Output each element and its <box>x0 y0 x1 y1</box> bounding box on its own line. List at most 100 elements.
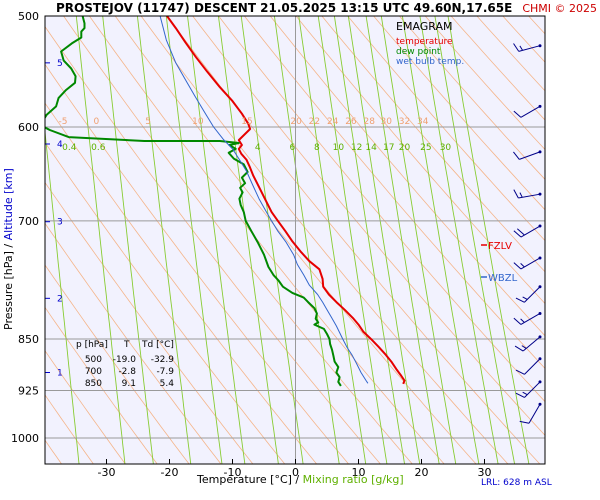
y-axis-label-altitude: Altitude [km] <box>2 168 15 240</box>
legend-dewpoint: dew point <box>396 47 441 57</box>
wind-barb-flag <box>513 230 522 238</box>
mixing-ratio-lines <box>45 16 530 464</box>
mixing-ratio-label: 25 <box>420 143 431 153</box>
wind-barb-flag <box>513 189 519 199</box>
wind-barb-flag <box>513 110 522 118</box>
mixing-ratio-line <box>365 16 440 464</box>
wind-barb-base <box>538 357 542 361</box>
wind-barb-base <box>538 104 542 108</box>
table-row-2-t: -2.8 <box>118 367 136 377</box>
wind-barb-base <box>538 335 542 339</box>
pressure-tick-label: 850 <box>18 333 39 346</box>
wind-barb <box>513 150 542 160</box>
dry-adiabats <box>45 16 545 464</box>
dry-adiabat-line <box>347 16 545 242</box>
dry-adiabat-line <box>321 16 545 273</box>
x-axis-label-temperature: Temperature [°C] / <box>196 473 299 486</box>
table-row-1-t: -19.0 <box>113 355 137 365</box>
dry-adiabat-label: 0 <box>94 117 100 127</box>
wind-barb-flag <box>513 317 522 325</box>
temperature-tick-label: 0 <box>292 466 299 479</box>
altitude-tick-label: 4 <box>57 140 63 150</box>
legend-wetbulb: wet bulb temp. <box>396 57 464 67</box>
dry-adiabat-label: 28 <box>363 117 375 127</box>
temperature-tick-label: -20 <box>161 466 179 479</box>
dry-adiabat-line <box>218 16 545 403</box>
dry-adiabat-label: 26 <box>345 117 357 127</box>
altitude-tick-label: 3 <box>57 218 63 228</box>
mixing-ratio-line <box>401 16 480 464</box>
temperature-tick-label: 20 <box>415 466 429 479</box>
wbzl-label: WBZL <box>488 273 518 284</box>
dry-adiabat-line <box>295 16 545 305</box>
wind-barb-staff <box>519 151 541 160</box>
wind-barb-halfflag <box>520 263 525 268</box>
level-markers: FZLV WBZL <box>481 241 518 284</box>
dry-adiabat-line <box>45 181 254 464</box>
pressure-tick-label: 925 <box>18 385 39 398</box>
temperature-tick-label: 30 <box>478 466 492 479</box>
mixing-ratio-label: 0.4 <box>62 143 77 153</box>
dry-adiabat-line <box>140 16 509 464</box>
mixing-ratio-label: 30 <box>440 143 452 153</box>
wind-barb-flag <box>513 151 520 160</box>
legend-title: EMAGRAM <box>396 20 453 33</box>
wind-barb-base <box>538 311 542 315</box>
wind-barb-flag <box>513 262 522 270</box>
dry-adiabat-line <box>45 264 190 464</box>
wind-barb <box>515 380 542 398</box>
dry-adiabat-line <box>192 16 545 436</box>
lrl-label: LRL: 628 m ASL <box>481 478 552 488</box>
wind-barb-flag <box>513 43 520 52</box>
dry-adiabat-line <box>45 394 94 464</box>
altitude-tick-label: 2 <box>57 294 63 304</box>
plot-frame <box>44 15 546 465</box>
x-axis-label-mixing: Mixing ratio [g/kg] <box>303 473 404 486</box>
dry-adiabat-label: 30 <box>380 117 392 127</box>
mixing-ratio-label: 8 <box>314 143 320 153</box>
dry-adiabat-label: 22 <box>309 117 320 127</box>
dry-adiabat-line <box>114 16 477 464</box>
mixing-ratio-line <box>434 16 516 464</box>
copyright-label: CHMI © 2025 <box>522 2 597 15</box>
wind-barb-halfflag <box>522 391 528 396</box>
wind-barb-halfflag <box>522 296 528 300</box>
wind-barb <box>513 104 542 118</box>
dewpoint-line <box>45 16 342 387</box>
mixing-ratio-line <box>447 16 530 464</box>
mixing-ratio-line <box>347 16 421 464</box>
temperature-tick-label: -10 <box>224 466 242 479</box>
dry-adiabat-label: 20 <box>290 117 302 127</box>
wind-barb-halfflag <box>519 45 524 51</box>
mixing-ratio-label: 20 <box>399 143 411 153</box>
mixing-ratio-line <box>75 16 126 464</box>
wind-barbs <box>513 43 542 424</box>
wind-barb <box>519 402 542 424</box>
wind-barb-staff <box>524 358 541 375</box>
wind-barb <box>513 189 542 199</box>
sounding-series <box>45 16 406 387</box>
y-axis-label-pressure: Pressure [hPa] / <box>2 244 15 330</box>
mixing-ratio-line <box>380 16 457 464</box>
wind-barb <box>513 224 542 238</box>
wind-barb-base <box>538 256 542 260</box>
dry-adiabat-line <box>63 16 413 464</box>
wind-barb-staff <box>528 403 541 424</box>
dry-adiabat-line <box>450 16 545 121</box>
legend-box: EMAGRAM temperature dew point wet bulb t… <box>396 20 464 67</box>
mixing-ratio-label: 6 <box>289 143 295 153</box>
mixing-ratio-label: 10 <box>333 143 345 153</box>
dry-adiabat-line <box>45 222 222 464</box>
dry-adiabat-label: 5 <box>145 117 151 127</box>
mixing-ratio-line <box>273 16 340 464</box>
table-header-t: T <box>123 340 130 350</box>
mixing-ratio-line <box>165 16 223 464</box>
pressure-tick-label: 600 <box>18 121 39 134</box>
dry-adiabat-label: 15 <box>241 117 252 127</box>
dry-adiabat-line <box>45 102 318 464</box>
dry-adiabat-label: 24 <box>327 117 339 127</box>
wind-barb-halfflag <box>521 345 527 349</box>
wind-barb-flag <box>515 392 525 398</box>
wind-barb-flag <box>519 420 530 424</box>
